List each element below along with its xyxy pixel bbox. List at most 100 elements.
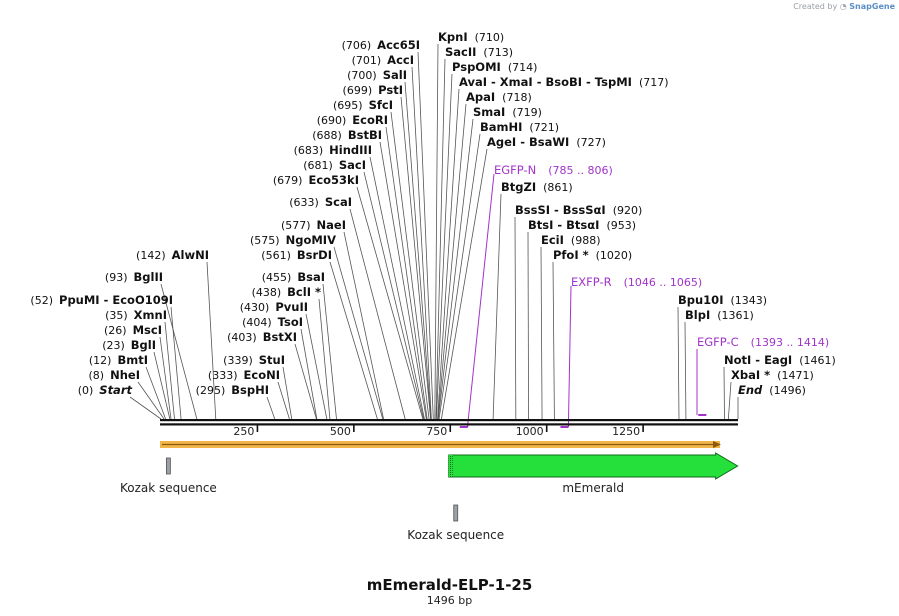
enzyme-site-smai[interactable]: SmaI (719) — [473, 105, 542, 119]
enzyme-name[interactable]: StuI — [259, 353, 285, 367]
enzyme-name[interactable]: PstI — [378, 83, 403, 97]
feature-box[interactable] — [165, 457, 171, 475]
enzyme-site-acci[interactable]: AccI (701) — [352, 53, 414, 67]
enzyme-name[interactable]: BsrDI — [297, 248, 332, 262]
enzyme-name[interactable]: BtgZI — [501, 180, 536, 194]
enzyme-site-ngomiv[interactable]: NgoMIV (575) — [250, 233, 336, 247]
primer-egfp-n[interactable]: EGFP-N (785 .. 806) — [459, 163, 613, 428]
enzyme-name[interactable]: NgoMIV — [286, 233, 336, 247]
enzyme-site-blpi[interactable]: BlpI (1361) — [685, 308, 754, 322]
enzyme-name[interactable]: NheI — [110, 368, 140, 382]
feature-label[interactable]: Kozak sequence — [120, 481, 217, 495]
enzyme-site-apai[interactable]: ApaI (718) — [466, 90, 532, 104]
enzyme-name[interactable]: BamHI — [480, 120, 522, 134]
enzyme-site-psti[interactable]: PstI (699) — [343, 83, 403, 97]
enzyme-name[interactable]: Eco53kI — [308, 173, 359, 187]
enzyme-site-agei-bsawi[interactable]: AgeI - BsaWI (727) — [487, 135, 606, 149]
enzyme-site-bstxi[interactable]: BstXI (403) — [227, 330, 297, 344]
primer-egfp-c[interactable]: EGFP-C (1393 .. 1414) — [696, 335, 829, 416]
enzyme-site-msci[interactable]: MscI (26) — [104, 323, 162, 337]
enzyme-site-btgzi[interactable]: BtgZI (861) — [501, 180, 573, 194]
enzyme-name[interactable]: PvuII — [275, 300, 308, 314]
enzyme-site-bpu10i[interactable]: Bpu10I (1343) — [678, 293, 767, 307]
enzyme-site-sacii[interactable]: SacII (713) — [445, 45, 513, 59]
enzyme-site-bsphi[interactable]: BspHI (295) — [196, 383, 269, 397]
enzyme-site-bmti[interactable]: BmtI (12) — [89, 353, 148, 367]
enzyme-site-pspomi[interactable]: PspOMI (714) — [452, 60, 537, 74]
enzyme-site-xmni[interactable]: XmnI (35) — [105, 308, 167, 322]
enzyme-name[interactable]: ScaI — [325, 195, 352, 209]
enzyme-name[interactable]: SfcI — [369, 98, 393, 112]
enzyme-name[interactable]: BtsI - BtsαI — [528, 218, 599, 232]
enzyme-name[interactable]: Start — [99, 383, 132, 397]
feature-kozak-sequence[interactable]: Kozak sequence — [407, 504, 504, 542]
enzyme-name[interactable]: PspOMI — [452, 60, 501, 74]
enzyme-site-pfoi[interactable]: PfoI * (1020) — [553, 248, 632, 262]
enzyme-site-naei[interactable]: NaeI (577) — [281, 218, 346, 232]
enzyme-name[interactable]: PfoI * — [553, 248, 589, 262]
enzyme-site-btsi-bts-i[interactable]: BtsI - BtsαI (953) — [528, 218, 636, 232]
enzyme-name[interactable]: End — [738, 383, 763, 397]
enzyme-name[interactable]: SacI — [339, 158, 366, 172]
enzyme-site-xbai[interactable]: XbaI * (1471) — [731, 368, 814, 382]
enzyme-name[interactable]: ApaI — [466, 90, 495, 104]
enzyme-site-sali[interactable]: SalI (700) — [347, 68, 407, 82]
enzyme-site-nhei[interactable]: NheI (8) — [89, 368, 140, 382]
enzyme-site-ecori[interactable]: EcoRI (690) — [317, 113, 388, 127]
enzyme-name[interactable]: BstBI — [348, 128, 382, 142]
enzyme-name[interactable]: BspHI — [231, 383, 269, 397]
enzyme-site-eco53ki[interactable]: Eco53kI (679) — [273, 173, 359, 187]
enzyme-name[interactable]: BlpI — [685, 308, 710, 322]
enzyme-site-alwni[interactable]: AlwNI (142) — [136, 248, 209, 262]
enzyme-site-bsssi-bsss-i[interactable]: BssSI - BssSαI (920) — [515, 203, 642, 217]
enzyme-site-end[interactable]: End (1496) — [738, 383, 806, 397]
enzyme-site-ppumi-ecoo109i[interactable]: PpuMI - EcoO109I (52) — [30, 293, 173, 307]
enzyme-site-bsrdi[interactable]: BsrDI (561) — [261, 248, 332, 262]
enzyme-name[interactable]: HindIII — [329, 143, 372, 157]
enzyme-name[interactable]: BglII — [134, 270, 164, 284]
enzyme-site-pvuii[interactable]: PvuII (430) — [240, 300, 308, 314]
primer-name[interactable]: EGFP-N — [494, 163, 536, 177]
enzyme-site-bsai[interactable]: BsaI (455) — [262, 270, 325, 284]
primer-name[interactable]: EGFP-C — [697, 335, 739, 349]
enzyme-name[interactable]: Bpu10I — [678, 293, 723, 307]
feature-kozak-sequence[interactable]: Kozak sequence — [120, 457, 217, 495]
primer-name[interactable]: EXFP-R — [571, 275, 612, 289]
enzyme-site-bstbi[interactable]: BstBI (688) — [312, 128, 382, 142]
enzyme-name[interactable]: AvaI - XmaI - BsoBI - TspMI — [459, 75, 632, 89]
enzyme-name[interactable]: EcoRI — [352, 113, 388, 127]
enzyme-name[interactable]: NaeI — [317, 218, 346, 232]
enzyme-name[interactable]: BsaI — [297, 270, 325, 284]
enzyme-site-sfci[interactable]: SfcI (695) — [333, 98, 393, 112]
feature-box[interactable] — [453, 504, 459, 522]
enzyme-name[interactable]: BssSI - BssSαI — [515, 203, 606, 217]
enzyme-name[interactable]: MscI — [133, 323, 162, 337]
enzyme-name[interactable]: BclI * — [287, 285, 321, 299]
enzyme-name[interactable]: SalI — [383, 68, 407, 82]
primer-exfp-r[interactable]: EXFP-R (1046 .. 1065) — [560, 275, 702, 428]
enzyme-site-bcli[interactable]: BclI * (438) — [252, 285, 321, 299]
enzyme-site-bamhi[interactable]: BamHI (721) — [480, 120, 559, 134]
enzyme-site-ecii[interactable]: EciI (988) — [541, 233, 601, 247]
enzyme-site-bgli[interactable]: BglI (23) — [102, 338, 156, 352]
enzyme-name[interactable]: AccI — [387, 53, 414, 67]
feature-label[interactable]: mEmerald — [562, 481, 624, 495]
enzyme-site-kpni[interactable]: KpnI (710) — [438, 30, 504, 44]
enzyme-name[interactable]: Acc65I — [377, 38, 420, 52]
enzyme-site-econi[interactable]: EcoNI (333) — [208, 368, 280, 382]
enzyme-site-scai[interactable]: ScaI (633) — [289, 195, 352, 209]
enzyme-name[interactable]: XmnI — [134, 308, 167, 322]
enzyme-site-stui[interactable]: StuI (339) — [223, 353, 285, 367]
enzyme-name[interactable]: BmtI — [117, 353, 148, 367]
enzyme-name[interactable]: XbaI * — [731, 368, 770, 382]
enzyme-site-tsoi[interactable]: TsoI (404) — [242, 315, 303, 329]
enzyme-name[interactable]: BstXI — [263, 330, 297, 344]
enzyme-site-acc65i[interactable]: Acc65I (706) — [342, 38, 420, 52]
enzyme-site-bglii[interactable]: BglII (93) — [105, 270, 163, 284]
enzyme-name[interactable]: TsoI — [278, 315, 303, 329]
enzyme-name[interactable]: SacII — [445, 45, 476, 59]
feature-memerald[interactable]: mEmerald — [448, 452, 739, 495]
enzyme-name[interactable]: KpnI — [438, 30, 468, 44]
enzyme-name[interactable]: AgeI - BsaWI — [487, 135, 569, 149]
enzyme-site-avai-xmai-bsobi-tspmi[interactable]: AvaI - XmaI - BsoBI - TspMI (717) — [459, 75, 669, 89]
